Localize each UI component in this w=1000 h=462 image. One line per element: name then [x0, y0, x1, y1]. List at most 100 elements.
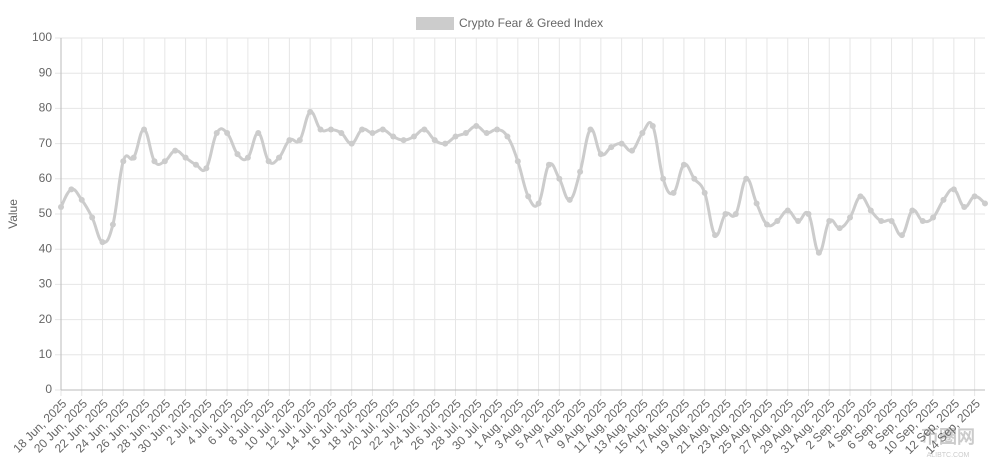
data-point: [660, 175, 667, 182]
data-point: [826, 218, 833, 225]
data-point: [815, 249, 822, 256]
data-point: [109, 221, 116, 228]
data-point: [535, 200, 542, 207]
data-point: [317, 126, 324, 133]
data-point: [203, 165, 210, 172]
data-point: [327, 126, 334, 133]
data-point: [141, 126, 148, 133]
data-point: [909, 207, 916, 214]
legend-swatch[interactable]: [416, 17, 454, 30]
data-point: [919, 218, 926, 225]
data-point: [68, 186, 75, 193]
data-point: [483, 130, 490, 137]
data-point: [348, 140, 355, 147]
data-point: [338, 130, 345, 137]
data-point: [78, 196, 85, 203]
y-tick-label: 50: [39, 206, 53, 220]
data-point: [649, 123, 656, 129]
data-point: [898, 232, 905, 239]
data-point: [431, 137, 438, 144]
data-point: [525, 193, 532, 200]
y-tick-label: 100: [32, 30, 52, 44]
data-point: [213, 130, 220, 137]
data-point: [514, 158, 521, 165]
data-point: [940, 196, 947, 203]
data-point: [857, 193, 864, 200]
data-point: [462, 130, 469, 137]
data-point: [307, 108, 314, 115]
data-point: [670, 189, 677, 196]
data-point: [805, 211, 812, 217]
data-point: [224, 130, 231, 137]
y-tick-label: 80: [39, 101, 53, 115]
data-point: [265, 158, 272, 165]
data-point: [473, 123, 480, 129]
data-point: [442, 140, 449, 147]
data-point: [722, 211, 729, 217]
data-point: [680, 161, 687, 168]
y-tick-label: 20: [39, 312, 53, 326]
data-point: [545, 161, 552, 168]
data-point: [577, 168, 584, 175]
data-point: [359, 126, 366, 133]
series-line: [59, 110, 986, 255]
data-point: [878, 218, 885, 225]
y-tick-label: 70: [39, 136, 53, 150]
watermark: 币圈网 ALIBTC.COM: [921, 427, 975, 459]
data-point: [836, 225, 843, 232]
data-point: [847, 214, 854, 221]
y-tick-label: 30: [39, 277, 53, 291]
data-point: [712, 232, 719, 239]
data-point: [597, 151, 604, 158]
data-point: [234, 151, 241, 158]
data-point: [971, 193, 978, 200]
y-tick-label: 60: [39, 171, 53, 185]
data-point: [400, 137, 407, 144]
watermark-name: 币圈网: [921, 427, 975, 447]
data-point: [950, 186, 957, 193]
data-point: [566, 196, 573, 203]
data-point: [172, 147, 179, 154]
data-point: [701, 189, 708, 196]
data-point: [629, 147, 636, 154]
data-point: [58, 203, 64, 210]
data-point: [753, 200, 760, 207]
data-point: [296, 137, 303, 144]
data-point: [130, 154, 137, 161]
y-tick-label: 40: [39, 241, 53, 255]
data-point: [151, 158, 158, 165]
data-point: [795, 218, 802, 225]
data-point: [961, 203, 968, 210]
data-point: [452, 133, 459, 140]
data-point: [192, 161, 199, 168]
data-point: [369, 130, 376, 137]
data-point: [608, 144, 615, 151]
legend-label: Crypto Fear & Greed Index: [459, 16, 603, 30]
data-point: [763, 221, 770, 228]
data-point: [244, 154, 251, 161]
data-point: [784, 207, 791, 214]
watermark-url: ALIBTC.COM: [927, 452, 970, 459]
y-axis-title: Value: [6, 199, 20, 229]
data-point: [286, 137, 293, 144]
data-point: [255, 130, 262, 137]
data-point: [379, 126, 386, 133]
y-tick-label: 0: [45, 382, 52, 396]
data-point: [930, 214, 937, 221]
data-point: [888, 218, 895, 225]
data-point: [161, 158, 168, 165]
data-point: [390, 133, 397, 140]
data-point: [182, 154, 189, 161]
data-point: [421, 126, 428, 133]
data-point: [691, 175, 698, 182]
data-point: [774, 218, 781, 225]
data-point: [89, 214, 96, 221]
data-point: [276, 154, 283, 161]
data-point: [410, 133, 417, 140]
data-point: [732, 211, 739, 217]
data-point: [743, 175, 750, 182]
data-point: [556, 175, 563, 182]
data-point: [99, 239, 106, 246]
data-point: [120, 158, 127, 165]
